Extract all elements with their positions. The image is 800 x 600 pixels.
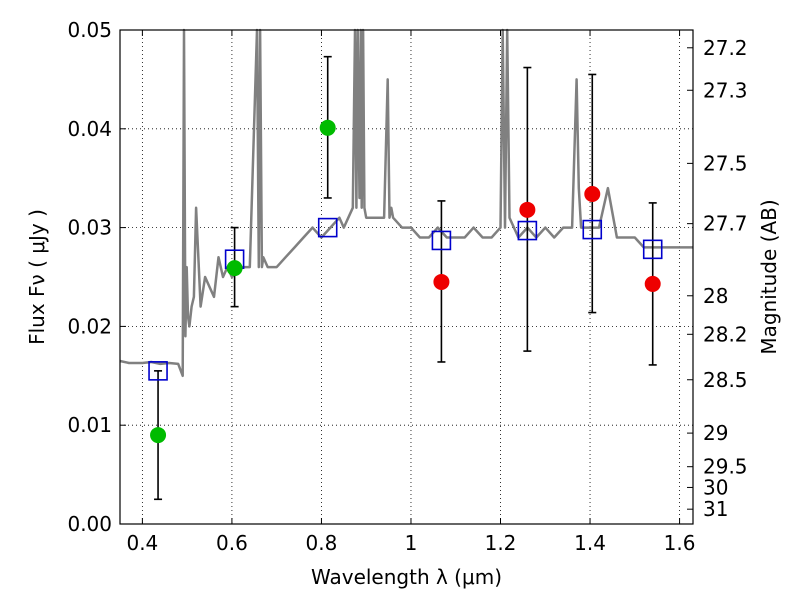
model-photometry-point <box>431 230 452 251</box>
axis-ticks: 0.4 0.6 0.8 1 1.2 1.4 1.6 0.00 0.01 0.02 0.03 0.04 0… <box>67 18 747 555</box>
spectrum-series <box>119 28 693 378</box>
y-tick-label: 0.04 <box>67 117 112 141</box>
spectrum-line <box>119 28 693 378</box>
observed-point <box>319 119 336 136</box>
y-tick-label: 0.03 <box>67 216 112 240</box>
x-tick-label: 0.6 <box>216 531 248 555</box>
observed-point <box>584 186 601 203</box>
observed-point <box>433 273 450 290</box>
right-y-tick-label: 27.5 <box>703 151 748 175</box>
x-tick-label: 1.4 <box>574 531 606 555</box>
right-y-tick-label: 27.2 <box>703 36 748 60</box>
data-markers <box>148 119 663 444</box>
x-tick-label: 0.8 <box>306 531 338 555</box>
right-y-tick-label: 29.5 <box>703 455 748 479</box>
plot-frame <box>119 29 694 525</box>
error-bars <box>154 55 657 501</box>
model-photometry-point <box>642 239 663 260</box>
y-tick-label: 0.01 <box>67 413 112 437</box>
y-axis-right-label: Magnitude (AB) <box>757 199 781 354</box>
x-tick-label: 0.4 <box>126 531 158 555</box>
y-tick-label: 0.05 <box>67 18 112 42</box>
observed-point <box>150 427 167 444</box>
model-photometry-point <box>517 220 538 241</box>
right-y-tick-label: 28 <box>703 284 728 308</box>
x-tick-label: 1 <box>405 531 418 555</box>
model-photometry-point <box>148 361 168 381</box>
x-tick-label: 1.2 <box>485 531 517 555</box>
right-y-tick-label: 27.3 <box>703 78 748 102</box>
y-axis-label: Flux Fν ( μJy ) <box>25 209 49 345</box>
model-photometry-point <box>317 217 338 238</box>
y-tick-label: 0.02 <box>67 314 112 338</box>
observed-point <box>226 260 243 277</box>
model-photometry-point <box>582 219 603 240</box>
right-y-tick-label: 29 <box>703 421 728 445</box>
y-tick-label: 0.00 <box>67 512 112 536</box>
right-y-tick-label: 28.2 <box>703 322 748 346</box>
x-axis-label: Wavelength λ (μm) <box>311 565 502 589</box>
right-y-tick-label: 31 <box>703 497 728 521</box>
right-y-tick-label: 28.5 <box>703 368 748 392</box>
right-y-tick-label: 27.7 <box>703 212 748 236</box>
observed-point <box>644 275 661 292</box>
observed-point <box>519 201 536 218</box>
x-tick-label: 1.6 <box>664 531 696 555</box>
right-y-tick-label: 30 <box>703 475 728 499</box>
